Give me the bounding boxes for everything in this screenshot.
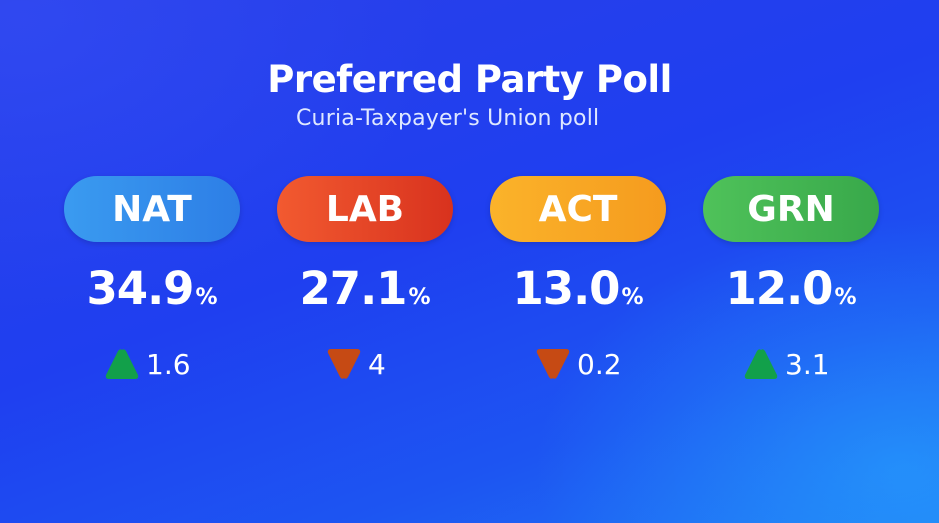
party-badge-lab: LAB [277,176,453,242]
party-change-value-nat: 1.6 [146,347,191,381]
party-badge-act: ACT [490,176,666,242]
party-badge-grn: GRN [703,176,879,242]
party-value-nat: 34.9% [64,262,240,315]
party-value-lab: 27.1% [277,262,453,315]
party-badge-nat: NAT [64,176,240,242]
party-value-grn: 12.0% [703,262,879,315]
party-change-value-act: 0.2 [577,347,622,381]
party-card-nat: NAT [64,176,240,242]
party-value-number-lab: 27.1 [299,262,407,315]
party-value-act: 13.0% [490,262,666,315]
party-value-number-nat: 34.9 [86,262,194,315]
party-change-value-grn: 3.1 [785,347,830,381]
poll-title: Preferred Party Poll [267,58,672,101]
party-change-grn: 3.1 [743,346,830,382]
poll-subtitle: Curia-Taxpayer's Union poll [296,106,600,131]
down-arrow-icon [327,349,361,379]
party-value-unit-nat: % [195,285,218,310]
up-arrow-icon [744,349,778,379]
party-change-lab: 4 [326,346,386,382]
party-value-unit-lab: % [408,285,431,310]
party-value-number-grn: 12.0 [725,262,833,315]
party-value-unit-act: % [621,285,644,310]
party-value-number-act: 13.0 [512,262,620,315]
party-card-act: ACT [490,176,666,242]
party-change-act: 0.2 [535,346,622,382]
down-arrow-icon [536,349,570,379]
party-change-nat: 1.6 [104,346,191,382]
up-arrow-icon [105,349,139,379]
party-value-unit-grn: % [834,285,857,310]
party-change-value-lab: 4 [368,347,386,381]
party-card-grn: GRN [703,176,879,242]
party-card-lab: LAB [277,176,453,242]
